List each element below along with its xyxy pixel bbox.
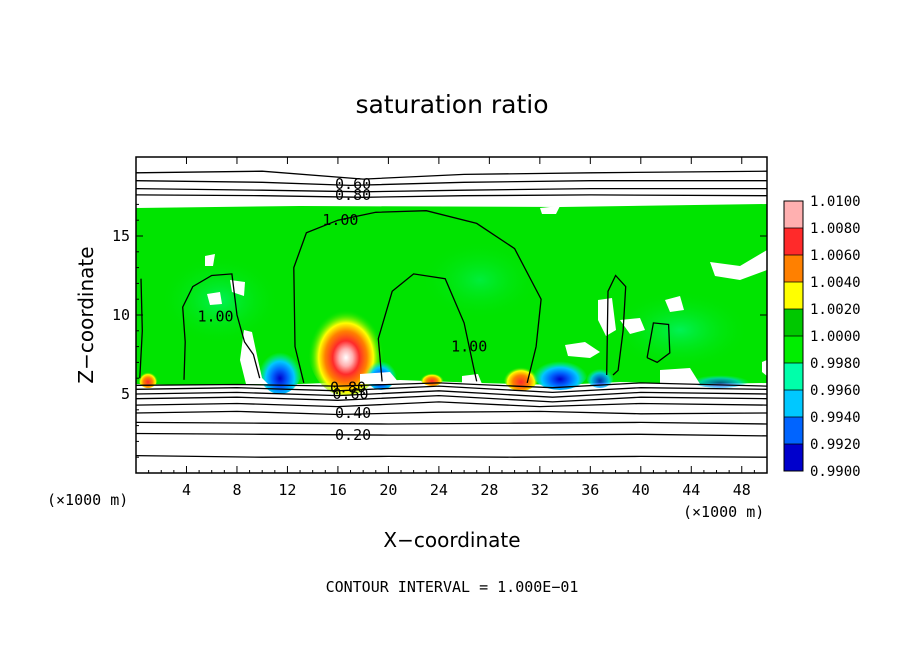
y-tick-label: 15 [112,227,130,245]
contour-label: 0.80 [335,186,371,204]
contour-line [136,432,767,437]
colorbar-swatch [784,390,803,418]
contour-line [136,410,767,416]
x-tick-label: 4 [182,481,191,499]
contour-labels: 0.600.801.001.001.000.400.200.600.80 [197,175,487,444]
contour-label: 0.60 [335,175,371,193]
contour-line [136,454,767,458]
contour-label: 1.00 [197,308,233,326]
contour-label: 1.00 [451,338,487,356]
x-tick-label: 40 [632,481,650,499]
contour-line [293,210,542,384]
x-tick-label: 8 [232,481,241,499]
colorbar: 1.0100 1.0080 1.0060 1.0040 1.0020 1.0000 0.99… [783,194,861,480]
colorbar-label: 1.0060 [810,248,861,264]
contour-lines [136,170,767,458]
y-tick-label: 10 [112,306,130,324]
y-axis: 5 10 15 [112,172,767,458]
contour-line [136,180,767,187]
x-tick-label: 12 [278,481,296,499]
contour-interval-note: CONTOUR INTERVAL = 1.000E−01 [326,578,579,596]
contour-label: 0.60 [332,385,368,403]
contour-line [136,170,767,180]
contour-label: 0.20 [335,426,371,444]
x-axis: 4 8 12 16 20 24 28 32 36 40 44 48 [148,157,755,499]
colorbar-label: 1.0040 [810,275,861,291]
colorbar-swatch [784,282,803,310]
colorbar-label: 0.9960 [810,383,861,399]
subsaturation-spot [258,342,302,394]
y-tick-label: 5 [121,385,130,403]
colorbar-label: 1.0000 [810,329,861,345]
contour-line [646,322,671,364]
x-unit-left: (×1000 m) [47,491,128,509]
x-tick-label: 48 [733,481,751,499]
x-axis-label: X−coordinate [383,528,520,552]
contour-line [377,273,478,382]
y-axis-label: Z−coordinate [74,246,98,383]
x-tick-label: 44 [682,481,700,499]
contour-line [136,394,767,403]
colorbar-swatch [784,309,803,337]
colorbar-swatch [784,201,803,229]
colorbar-label: 1.0020 [810,302,861,318]
contour-line [182,273,261,380]
contour-line [136,194,767,198]
contour-line [139,278,143,379]
contour-line [136,401,767,408]
x-unit-right: (×1000 m) [683,503,764,521]
colorbar-label: 0.9980 [810,356,861,372]
colorbar-label: 1.0100 [810,194,861,210]
colorbar-swatch [784,336,803,364]
contour-label: 1.00 [322,211,358,229]
contour-line [136,390,767,398]
colorbar-label: 0.9920 [810,437,861,453]
colorbar-label: 1.0080 [810,221,861,237]
x-tick-label: 16 [329,481,347,499]
colorbar-swatch [784,363,803,391]
colorbar-swatch [784,417,803,445]
contour-line [136,421,767,425]
chart-title: saturation ratio [355,90,548,119]
x-tick-label: 32 [531,481,549,499]
contour-line [136,385,767,394]
x-tick-label: 24 [430,481,448,499]
colorbar-label: 0.9900 [810,464,861,480]
x-tick-label: 20 [379,481,397,499]
colorbar-swatch [784,255,803,283]
x-tick-label: 28 [480,481,498,499]
contour-line [136,187,767,193]
contour-label: 0.80 [330,379,366,397]
colorbar-swatch [784,444,803,472]
colorbar-label: 0.9940 [810,410,861,426]
contour-line [136,382,767,389]
x-tick-label: 36 [581,481,599,499]
contour-line [606,274,627,376]
contour-label: 0.40 [335,404,371,422]
colorbar-swatch [784,228,803,256]
